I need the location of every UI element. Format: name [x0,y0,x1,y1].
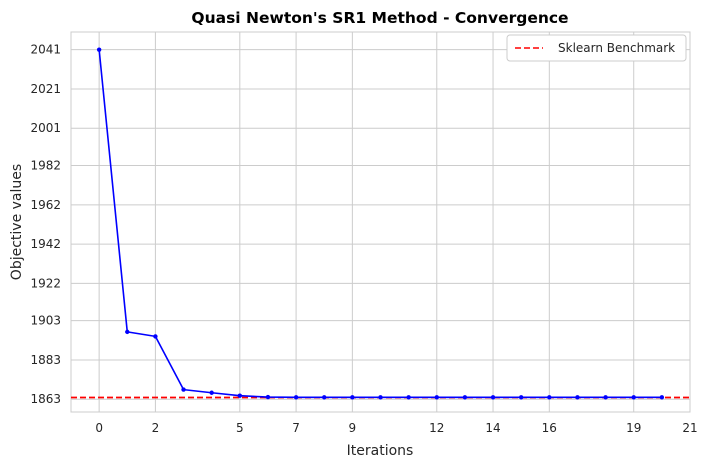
data-point [659,395,665,400]
data-point [378,395,383,400]
x-tick-label: 0 [95,421,103,435]
data-point [293,395,299,400]
x-tick-label: 21 [682,421,697,435]
x-tick-label: 9 [349,421,357,435]
y-tick-label: 2021 [30,82,61,96]
x-tick-label: 12 [429,421,444,435]
data-point [631,395,636,400]
data-point [322,395,327,400]
data-point [350,395,355,400]
y-tick-label: 1962 [30,198,61,212]
data-point [237,393,243,398]
data-point [490,395,496,400]
data-point [547,395,552,400]
plot-area [71,32,690,412]
y-tick-label: 1883 [30,353,61,367]
y-tick-label: 1863 [30,392,61,406]
data-point [462,395,468,400]
data-point [265,394,271,400]
y-tick-label: 1903 [30,314,61,328]
data-point [125,329,130,335]
x-tick-label: 19 [626,421,641,435]
data-point [96,47,102,52]
x-tick-label: 14 [485,421,500,435]
y-tick-label: 1942 [30,237,61,251]
y-tick-label: 2041 [30,43,61,57]
data-point [181,387,186,392]
data-point [153,334,158,339]
y-axis-label: Objective values [9,164,25,280]
data-point [406,395,411,400]
data-point [603,395,608,400]
data-point [434,395,439,400]
data-point [209,390,214,395]
legend-benchmark-label: Sklearn Benchmark [558,41,675,55]
data-point [575,395,580,400]
series-group [96,47,665,400]
legend: Sklearn Benchmark [506,34,687,62]
x-tick-label: 2 [152,421,160,435]
chart-title: Quasi Newton's SR1 Method - Convergence [191,9,568,27]
axes-border [70,31,691,413]
data-point [518,395,524,400]
x-tick-label: 7 [292,421,300,435]
axes-frame [70,31,691,413]
y-tick-label: 1982 [30,159,61,173]
y-tick-label: 1922 [30,276,61,290]
x-axis-ticks: 0 2 5 7 9 12 14 16 19 21 [95,421,697,435]
y-axis-ticks: 1863 1883 1903 1922 1942 1962 1982 2001 2021 2041 [30,43,61,407]
y-tick-label: 2001 [30,121,61,135]
x-axis-label: Iterations [347,443,414,459]
x-tick-label: 5 [236,421,244,435]
x-tick-label: 16 [542,421,557,435]
legend-box [506,34,687,62]
